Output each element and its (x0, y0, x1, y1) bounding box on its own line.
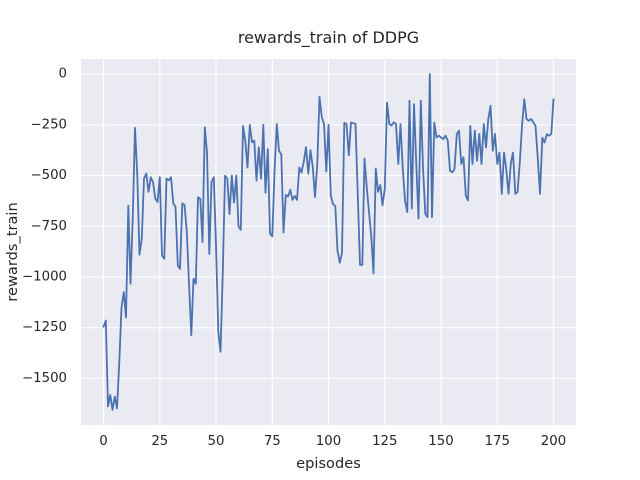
x-axis-label: episodes (296, 455, 361, 472)
y-tick-label: −1000 (22, 270, 67, 285)
x-tick-label: 25 (151, 434, 168, 449)
y-tick-label: −500 (30, 168, 67, 183)
y-tick-label: −1500 (22, 371, 67, 386)
x-tick-label: 150 (428, 434, 453, 449)
x-tick-label: 50 (208, 434, 225, 449)
y-tick-label: −250 (30, 117, 67, 132)
x-tick-label: 100 (316, 434, 341, 449)
y-tick-label: −1250 (22, 320, 67, 335)
y-tick-label: −750 (30, 219, 67, 234)
x-tick-label: 125 (372, 434, 397, 449)
y-tick-label: 0 (59, 67, 67, 82)
rewards-line (102, 73, 555, 411)
axes-layer: 0 −250 −500 −750 −1000 −1250 −1500 0 25 50 75 100 12… (22, 59, 576, 449)
x-tick-label: 0 (99, 434, 107, 449)
x-tick-label: 175 (485, 434, 510, 449)
line-layer (102, 73, 555, 411)
x-tick-label: 200 (541, 434, 566, 449)
y-axis-label: rewards_train (4, 202, 21, 301)
x-tick-label: 75 (264, 434, 281, 449)
chart-title: rewards_train of DDPG (238, 28, 419, 48)
